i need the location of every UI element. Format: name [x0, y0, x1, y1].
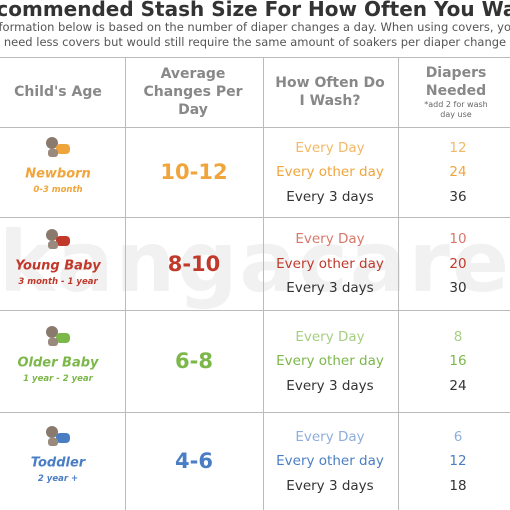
diaper-count: 36 [449, 188, 467, 205]
age-name: Newborn [25, 166, 91, 182]
wash-frequency: Every Day [295, 328, 365, 345]
column-note: *add 2 for wash day use [424, 100, 488, 119]
diaper-count: 12 [449, 453, 467, 469]
age-range: 0-3 month [33, 185, 83, 195]
column-divider [398, 57, 399, 510]
wash-frequency: Every other day [276, 453, 384, 469]
column-header: Diapers Needed [425, 65, 487, 99]
age-name: Young Baby [15, 258, 101, 273]
changes: 6-8 [175, 349, 213, 373]
diaper-count: 8 [453, 328, 463, 345]
column-divider [263, 57, 264, 510]
wash-frequency: Every 3 days [286, 280, 374, 296]
icon [46, 137, 70, 157]
wash-frequency: Every 3 days [286, 477, 374, 494]
diaper-count: 6 [453, 428, 463, 445]
column-header: Average Changes Per Day [143, 66, 243, 118]
diaper-count: 16 [449, 353, 467, 369]
diaper-count: 20 [449, 255, 467, 272]
age-range: 1 year - 2 year [23, 374, 93, 384]
diaper-count: 24 [449, 377, 467, 394]
changes: 10-12 [160, 160, 228, 184]
column-header: Child's Age [14, 84, 102, 100]
wash-frequency: Every other day [276, 164, 384, 180]
wash-frequency: Every Day [295, 428, 365, 445]
column-divider [125, 57, 126, 510]
child-icon [42, 226, 74, 252]
changes: 8-10 [167, 251, 221, 276]
subtitle: need less covers but would still require… [3, 35, 507, 49]
diaper-count: 10 [449, 231, 467, 247]
child-icon [42, 423, 74, 449]
wash-frequency: Every other day [276, 255, 384, 272]
row-divider [0, 310, 510, 311]
rule [0, 57, 510, 58]
column-header: How Often Do I Wash? [275, 75, 385, 109]
icon [46, 326, 70, 346]
wash-frequency: Every Day [295, 139, 365, 156]
row-divider [0, 217, 510, 218]
diaper-count: 12 [449, 139, 467, 156]
age-range: 2 year + [37, 474, 79, 484]
diaper-count: 18 [449, 477, 467, 494]
diaper-count: 30 [449, 280, 467, 296]
age-range: 3 month - 1 year [18, 276, 98, 287]
wash-frequency: Every Day [295, 231, 365, 247]
subtitle: The information below is based on the nu… [0, 20, 510, 34]
row-divider [0, 127, 510, 128]
watermark: kangacare [0, 213, 510, 311]
wash-frequency: Every 3 days [286, 188, 374, 205]
diaper-count: 24 [449, 164, 467, 180]
age-name: Older Baby [17, 355, 99, 371]
age-name: Toddler [30, 455, 86, 471]
child-icon [42, 134, 74, 160]
icon [46, 228, 70, 249]
wash-frequency: Every other day [276, 353, 384, 369]
wash-frequency: Every 3 days [286, 377, 374, 394]
icon [46, 426, 70, 446]
changes: 4-6 [175, 449, 213, 473]
title: Recommended Stash Size For How Often You… [0, 0, 510, 21]
row-divider [0, 412, 510, 413]
child-icon [42, 323, 74, 349]
